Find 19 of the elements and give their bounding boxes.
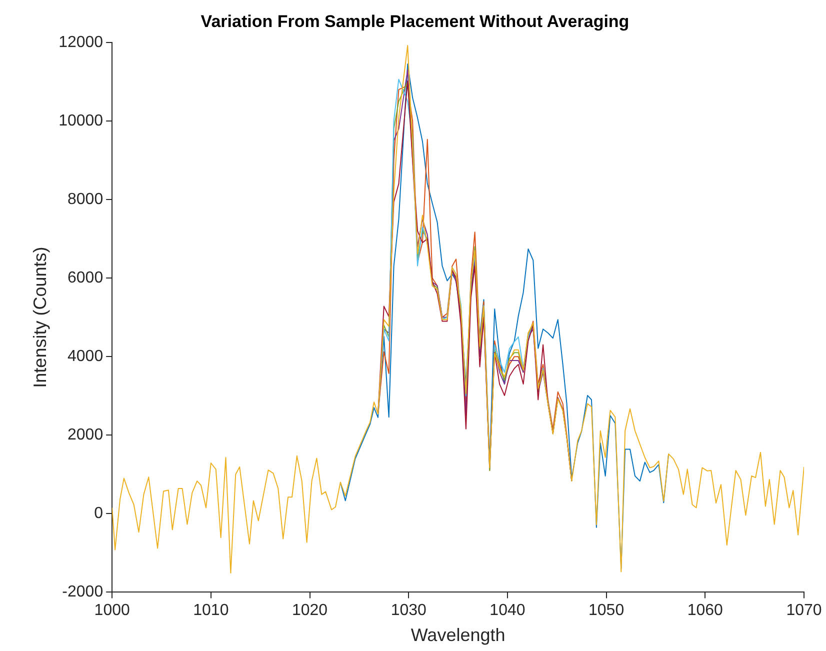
x-axis-title: Wavelength bbox=[410, 625, 506, 646]
x-tick-label: 1050 bbox=[588, 602, 624, 620]
y-tick-label: 10000 bbox=[58, 112, 104, 130]
x-tick-label: 1010 bbox=[193, 602, 229, 620]
y-tick-label: 0 bbox=[94, 505, 104, 522]
x-tick-label: 1040 bbox=[490, 602, 526, 620]
y-axis-title: Intensity (Counts) bbox=[30, 246, 50, 388]
x-tick-label: 1030 bbox=[390, 602, 427, 620]
chart-title: Variation From Sample Placement Without Averaging bbox=[200, 12, 630, 31]
y-tick-label: 2000 bbox=[68, 426, 104, 444]
y-tick-label: 6000 bbox=[68, 269, 104, 286]
x-tick-label: 1070 bbox=[786, 602, 822, 620]
x-tick-label: 1060 bbox=[687, 602, 724, 620]
y-tick-label: 12000 bbox=[58, 34, 104, 51]
y-tick-label: -2000 bbox=[62, 584, 104, 601]
x-tick-label: 1020 bbox=[292, 602, 328, 620]
y-tick-label: 4000 bbox=[68, 348, 104, 365]
x-tick-label: 1000 bbox=[94, 602, 130, 620]
y-tick-label: 8000 bbox=[68, 190, 104, 208]
